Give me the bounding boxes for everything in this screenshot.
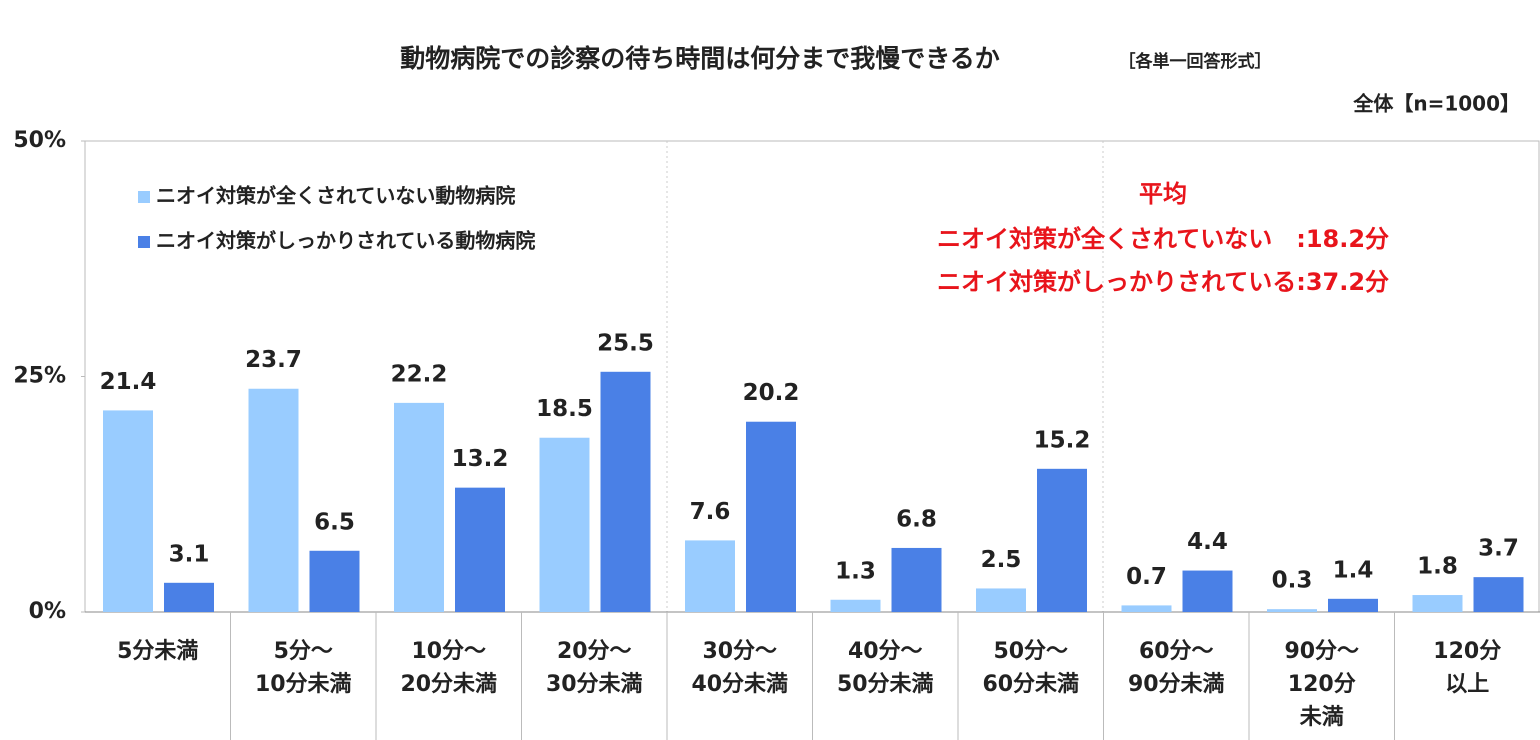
value-label: 23.7 bbox=[245, 347, 302, 373]
x-tick-label: 120分 bbox=[1433, 639, 1501, 664]
x-tick-label: 40分～ bbox=[848, 639, 923, 664]
x-tick-label: 5分～ bbox=[274, 639, 333, 664]
value-label: 15.2 bbox=[1034, 427, 1091, 453]
bar bbox=[1121, 605, 1172, 612]
bar bbox=[746, 421, 796, 612]
legend-swatch bbox=[138, 191, 150, 203]
x-tick-label: 10分未満 bbox=[255, 671, 352, 697]
sample-note: 全体【n=1000】 bbox=[1352, 92, 1520, 116]
value-label: 20.2 bbox=[743, 380, 800, 406]
x-tick-label: 50分未満 bbox=[837, 671, 934, 697]
x-tick-label: 20分未満 bbox=[400, 671, 497, 697]
value-label: 13.2 bbox=[452, 446, 509, 472]
bar bbox=[1412, 595, 1463, 612]
x-tick-label: 5分未満 bbox=[117, 638, 198, 664]
value-label: 3.1 bbox=[169, 541, 210, 567]
value-label: 1.4 bbox=[1333, 557, 1374, 583]
bar bbox=[600, 371, 651, 612]
value-label: 4.4 bbox=[1187, 529, 1228, 555]
chart-subtitle: ［各単一回答形式］ bbox=[1119, 51, 1272, 72]
chart-title: 動物病院での診察の待ち時間は何分まで我慢できるか bbox=[400, 44, 1000, 73]
bar bbox=[830, 599, 881, 612]
bar bbox=[891, 547, 942, 612]
x-tick-label: 90分未満 bbox=[1128, 671, 1225, 697]
bar bbox=[1267, 609, 1317, 612]
bar bbox=[164, 582, 214, 612]
value-label: 25.5 bbox=[597, 330, 654, 356]
legend-label: ニオイ対策がしっかりされている動物病院 bbox=[156, 229, 535, 253]
bar bbox=[309, 550, 360, 612]
x-tick-label: 20分～ bbox=[557, 639, 632, 664]
bar bbox=[685, 540, 735, 612]
value-label: 21.4 bbox=[100, 369, 157, 395]
value-label: 0.7 bbox=[1126, 564, 1167, 590]
x-tick-label: 50分～ bbox=[993, 639, 1068, 664]
legend-label: ニオイ対策が全くされていない動物病院 bbox=[156, 184, 515, 208]
value-label: 1.8 bbox=[1417, 554, 1458, 580]
x-tick-label: 40分未満 bbox=[691, 671, 788, 697]
bar bbox=[455, 487, 505, 612]
bar bbox=[103, 410, 153, 612]
bar bbox=[248, 388, 299, 612]
x-tick-label: 以上 bbox=[1445, 672, 1489, 697]
value-label: 6.8 bbox=[896, 506, 937, 532]
x-tick-label: 30分～ bbox=[702, 639, 777, 664]
value-label: 7.6 bbox=[690, 499, 731, 525]
x-tick-label: 60分未満 bbox=[982, 671, 1079, 697]
legend-swatch bbox=[138, 236, 150, 248]
value-label: 3.7 bbox=[1478, 536, 1519, 562]
bar bbox=[1473, 577, 1524, 612]
value-label: 6.5 bbox=[314, 509, 355, 535]
bar bbox=[394, 402, 444, 612]
x-tick-label: 120分 bbox=[1288, 672, 1356, 697]
y-tick-label: 25% bbox=[13, 364, 66, 389]
bar bbox=[1182, 570, 1233, 612]
x-tick-label: 60分～ bbox=[1139, 639, 1214, 664]
x-tick-label: 90分～ bbox=[1284, 639, 1359, 664]
value-label: 18.5 bbox=[536, 396, 593, 422]
value-label: 1.3 bbox=[835, 558, 876, 584]
bar bbox=[1037, 468, 1087, 612]
y-tick-label: 0% bbox=[29, 599, 66, 624]
annotation: 平均 bbox=[1139, 180, 1187, 208]
y-tick-label: 50% bbox=[13, 128, 66, 153]
annotation: ニオイ対策が全くされていない :18.2分 bbox=[937, 225, 1389, 253]
plot-frame bbox=[84, 140, 1540, 613]
value-label: 0.3 bbox=[1272, 568, 1313, 594]
x-tick-label: 10分～ bbox=[411, 639, 486, 664]
x-tick-label: 30分未満 bbox=[546, 671, 643, 697]
value-label: 2.5 bbox=[981, 547, 1022, 573]
bar bbox=[539, 437, 590, 612]
value-label: 22.2 bbox=[391, 361, 448, 387]
x-tick-label: 未満 bbox=[1300, 704, 1344, 730]
bar bbox=[976, 588, 1026, 612]
bar bbox=[1328, 598, 1378, 612]
annotation: ニオイ対策がしっかりされている:37.2分 bbox=[937, 268, 1389, 296]
